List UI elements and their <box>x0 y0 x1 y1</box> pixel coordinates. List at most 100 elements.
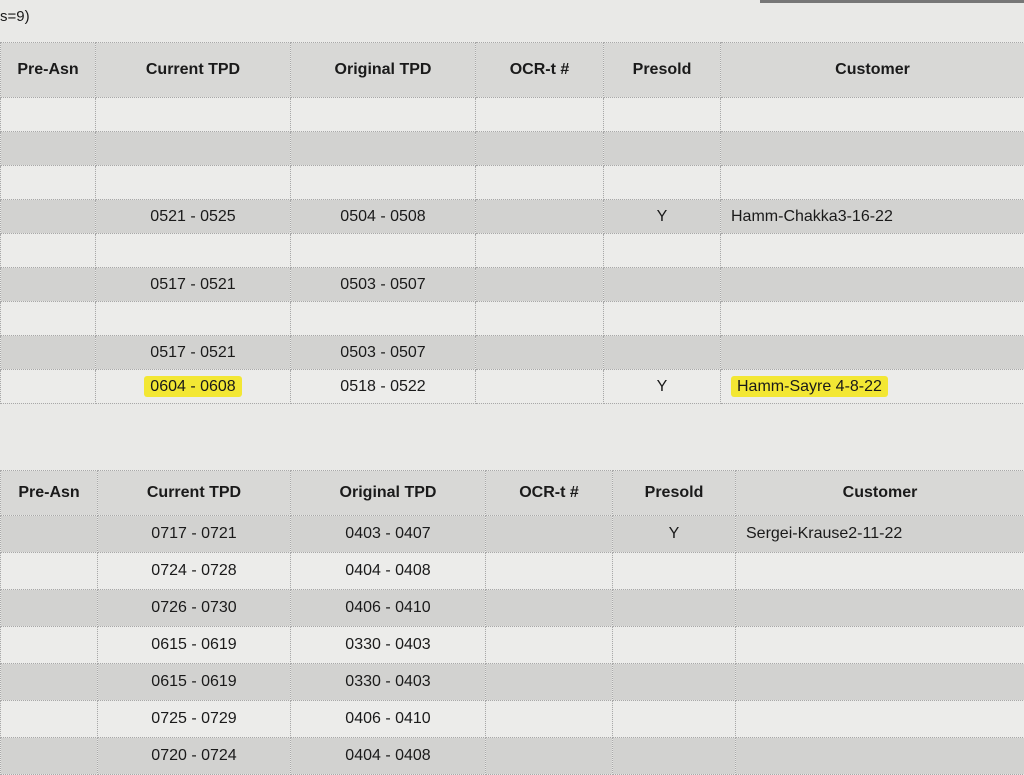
cell-text: 0503 - 0507 <box>340 344 425 361</box>
header-ocr-t: OCR-t # <box>486 471 613 516</box>
cell-text: 0724 - 0728 <box>151 562 236 579</box>
cell-presold <box>613 627 736 664</box>
highlighted-text: Hamm-Sayre 4-8-22 <box>731 376 888 397</box>
cell-pre-asn <box>1 200 96 234</box>
cell-ocr-t <box>486 738 613 775</box>
cell-text: 0406 - 0410 <box>345 710 430 727</box>
cell-ocr-t <box>476 302 604 336</box>
cell-customer: Hamm-Chakka3-16-22 <box>721 200 1024 234</box>
cell-pre-asn <box>1 132 96 166</box>
cell-current-tpd <box>96 132 291 166</box>
cell-pre-asn <box>1 370 96 404</box>
cell-current-tpd: 0726 - 0730 <box>98 590 291 627</box>
cell-presold <box>604 336 721 370</box>
cell-presold <box>613 553 736 590</box>
table-row: 0720 - 0724 0404 - 0408 <box>1 738 1024 775</box>
cell-customer <box>721 98 1024 132</box>
cell-text: Y <box>669 525 680 542</box>
cell-text: 0517 - 0521 <box>150 344 235 361</box>
cell-text: 0504 - 0508 <box>340 208 425 225</box>
cell-customer <box>736 627 1024 664</box>
cell-text: 0518 - 0522 <box>340 378 425 395</box>
cell-text: Y <box>657 378 668 395</box>
cell-original-tpd: 0406 - 0410 <box>291 701 486 738</box>
cell-text: 0725 - 0729 <box>151 710 236 727</box>
header-ocr-t: OCR-t # <box>476 43 604 98</box>
cell-customer: Sergei-Krause2-11-22 <box>736 516 1024 553</box>
cell-ocr-t <box>476 200 604 234</box>
table-row: 0615 - 0619 0330 - 0403 <box>1 664 1024 701</box>
cell-current-tpd: 0517 - 0521 <box>96 268 291 302</box>
cell-text: Hamm-Chakka3-16-22 <box>731 208 893 225</box>
cell-original-tpd: 0503 - 0507 <box>291 336 476 370</box>
cell-pre-asn <box>1 664 98 701</box>
cell-current-tpd: 0717 - 0721 <box>98 516 291 553</box>
cell-presold <box>604 234 721 268</box>
cell-current-tpd <box>96 302 291 336</box>
cell-ocr-t <box>486 590 613 627</box>
table-row: 0725 - 0729 0406 - 0410 <box>1 701 1024 738</box>
cell-pre-asn <box>1 627 98 664</box>
cell-ocr-t <box>476 132 604 166</box>
cell-original-tpd: 0404 - 0408 <box>291 738 486 775</box>
cell-text: 0330 - 0403 <box>345 636 430 653</box>
cell-current-tpd: 0724 - 0728 <box>98 553 291 590</box>
cell-original-tpd <box>291 166 476 200</box>
cell-current-tpd: 0720 - 0724 <box>98 738 291 775</box>
cell-ocr-t <box>476 98 604 132</box>
cell-presold: Y <box>613 516 736 553</box>
cell-current-tpd: 0725 - 0729 <box>98 701 291 738</box>
cell-current-tpd <box>96 234 291 268</box>
cell-customer <box>736 553 1024 590</box>
header-presold: Presold <box>613 471 736 516</box>
cell-original-tpd: 0330 - 0403 <box>291 627 486 664</box>
cell-presold <box>604 268 721 302</box>
table-row: 0615 - 0619 0330 - 0403 <box>1 627 1024 664</box>
cell-text: 0330 - 0403 <box>345 673 430 690</box>
cell-customer <box>736 664 1024 701</box>
cell-pre-asn <box>1 234 96 268</box>
cell-presold <box>604 166 721 200</box>
cell-original-tpd: 0403 - 0407 <box>291 516 486 553</box>
cell-current-tpd: 0615 - 0619 <box>98 627 291 664</box>
cell-presold <box>604 132 721 166</box>
cell-ocr-t <box>476 234 604 268</box>
cell-customer <box>736 590 1024 627</box>
header-presold: Presold <box>604 43 721 98</box>
cell-pre-asn <box>1 738 98 775</box>
cell-customer <box>736 738 1024 775</box>
cell-current-tpd: 0517 - 0521 <box>96 336 291 370</box>
header-pre-asn: Pre-Asn <box>1 43 96 98</box>
header-current-tpd: Current TPD <box>98 471 291 516</box>
cell-text: Y <box>657 208 668 225</box>
cell-presold <box>613 590 736 627</box>
header-current-tpd: Current TPD <box>96 43 291 98</box>
table-row: 0521 - 0525 0504 - 0508 Y Hamm-Chakka3-16-2… <box>1 200 1024 234</box>
cell-presold <box>604 302 721 336</box>
cell-text: 0521 - 0525 <box>150 208 235 225</box>
cell-customer <box>721 132 1024 166</box>
header-customer: Customer <box>721 43 1024 98</box>
cell-original-tpd: 0504 - 0508 <box>291 200 476 234</box>
table-row <box>1 234 1024 268</box>
cell-original-tpd: 0518 - 0522 <box>291 370 476 404</box>
table-row <box>1 98 1024 132</box>
cell-current-tpd <box>96 98 291 132</box>
cell-pre-asn <box>1 98 96 132</box>
cell-text: 0720 - 0724 <box>151 747 236 764</box>
cell-pre-asn <box>1 701 98 738</box>
header-original-tpd: Original TPD <box>291 43 476 98</box>
page-edge <box>760 0 1024 3</box>
cell-text: 0717 - 0721 <box>151 525 236 542</box>
cell-current-tpd: 0615 - 0619 <box>98 664 291 701</box>
cell-ocr-t <box>486 516 613 553</box>
table-body: 0717 - 0721 0403 - 0407 Y Sergei-Krause2-11… <box>1 516 1024 775</box>
